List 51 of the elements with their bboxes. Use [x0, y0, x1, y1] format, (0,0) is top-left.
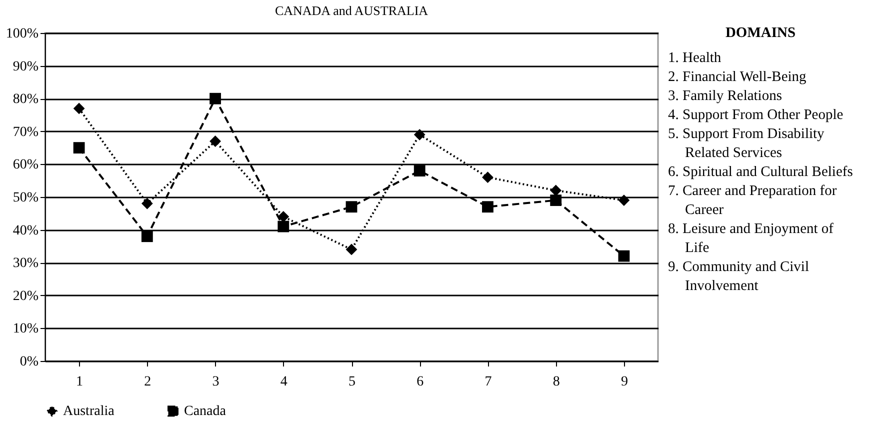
- x-tick-label: 7: [484, 374, 492, 390]
- legend-label: Canada: [184, 404, 227, 420]
- point: [210, 92, 221, 104]
- x-tick-label: 4: [280, 374, 288, 390]
- y-tick-label: 80%: [12, 92, 39, 108]
- x-tick-label: 2: [144, 374, 152, 390]
- text: 5. Support From Disability Related Services: [668, 125, 826, 163]
- point: [73, 102, 85, 114]
- text: 7. Career and Preparation for Career: [668, 182, 838, 220]
- x-tick-label: 6: [416, 374, 424, 390]
- text: 1. Health: [668, 49, 722, 68]
- point: [141, 230, 153, 242]
- text: 4. Support From Other People: [668, 106, 844, 125]
- x-tick-label: 8: [552, 374, 560, 390]
- text: 2. Financial Well-Being: [668, 68, 808, 87]
- point: [550, 194, 562, 206]
- y-tick-label: 70%: [12, 124, 39, 140]
- x-tick-label: 5: [348, 374, 356, 390]
- point: [278, 220, 290, 232]
- point: [414, 128, 426, 140]
- point: [550, 184, 562, 196]
- text: 3. Family Relations: [668, 87, 783, 106]
- text: DOMAINS: [724, 24, 797, 43]
- point: [73, 142, 85, 154]
- y-tick-label: 50%: [12, 190, 39, 206]
- y-tick-label: 10%: [12, 322, 39, 337]
- point: [618, 194, 630, 206]
- y-tick-label: 0%: [20, 354, 39, 370]
- y-tick-label: 100%: [6, 26, 39, 42]
- point: [482, 201, 494, 213]
- chart-title: CANADA and AUSTRALIA: [274, 3, 429, 18]
- text: 6. Spiritual and Cultural Beliefs: [668, 163, 853, 182]
- point: [482, 172, 494, 184]
- text: 9. Community and Civil Involvement: [668, 258, 810, 296]
- y-tick-label: 40%: [12, 223, 39, 238]
- y-tick-label: 20%: [12, 288, 39, 304]
- point: [210, 136, 221, 147]
- point: [414, 165, 426, 176]
- y-tick-label: 30%: [12, 256, 39, 272]
- point: [618, 250, 630, 262]
- x-tick-label: 9: [620, 374, 628, 390]
- x-tick-label: 3: [212, 374, 220, 390]
- point: [278, 210, 290, 222]
- point: [346, 244, 358, 256]
- point: [346, 201, 358, 213]
- point: [141, 198, 153, 210]
- y-tick-label: 90%: [12, 59, 39, 74]
- y-tick-label: 60%: [12, 158, 39, 173]
- legend-label: Australia: [63, 404, 116, 420]
- text: 8. Leisure and Enjoyment of Life: [668, 220, 834, 258]
- x-tick-label: 1: [76, 374, 84, 390]
